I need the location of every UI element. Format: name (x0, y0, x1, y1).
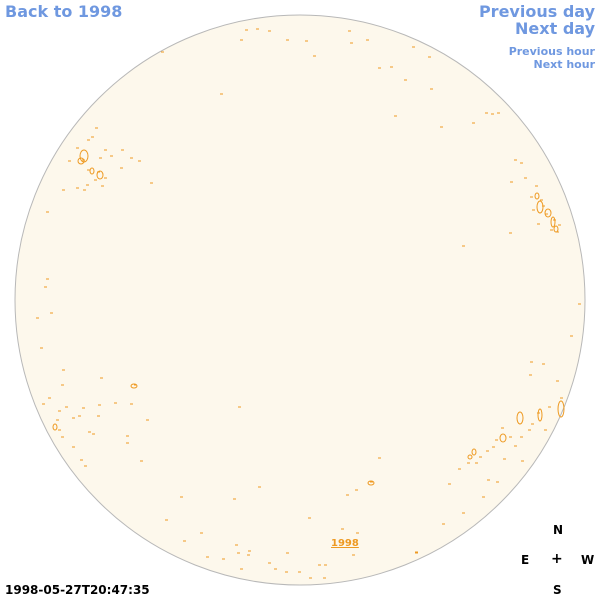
compass-east: E (521, 553, 530, 567)
contour-mark (499, 433, 507, 443)
compass-west: W (581, 553, 595, 567)
compass-south: S (553, 583, 562, 597)
contour-mark (96, 170, 104, 180)
back-to-year-link[interactable]: Back to 1998 (5, 2, 123, 21)
previous-day-link[interactable]: Previous day (478, 2, 595, 21)
contour-mark (471, 448, 477, 456)
contour-mark (77, 157, 85, 165)
next-day-link[interactable]: Next day (515, 19, 595, 38)
year-link[interactable]: 1998 (331, 538, 359, 549)
contour-mark (536, 200, 544, 214)
active-region-contours (36, 28, 581, 579)
contour-mark (467, 454, 473, 460)
contour-mark (544, 208, 552, 218)
contour-mark (534, 192, 540, 200)
contour-mark (537, 408, 543, 422)
next-hour-link[interactable]: Next hour (533, 58, 596, 71)
solar-disk (14, 14, 586, 586)
contour-mark (130, 383, 138, 389)
compass-north: N (553, 523, 564, 537)
previous-hour-link[interactable]: Previous hour (508, 45, 595, 58)
contour-mark (516, 411, 524, 425)
contour-mark (367, 480, 375, 486)
contour-mark (550, 216, 556, 228)
observation-timestamp: 1998-05-27T20:47:35 (5, 583, 150, 597)
compass-center: + (551, 551, 563, 567)
contour-mark (89, 167, 95, 175)
contour-mark (52, 423, 58, 431)
contour-mark (553, 225, 559, 233)
contour-mark (557, 400, 565, 418)
